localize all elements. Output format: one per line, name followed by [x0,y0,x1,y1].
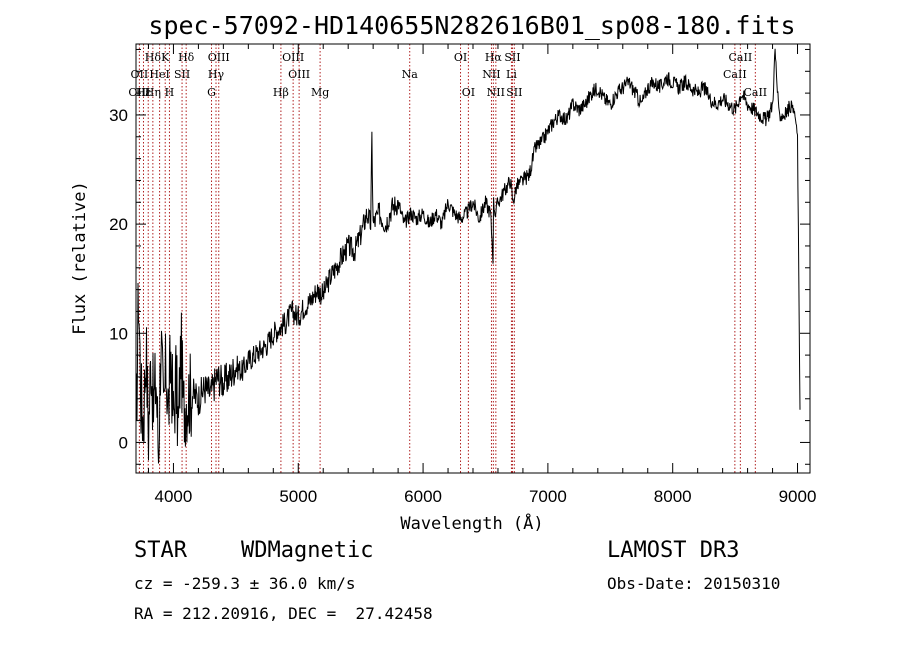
line-label-8: CaII [729,51,753,64]
coordinates: RA = 212.20916, DEC = 27.42458 [134,604,433,623]
line-label-2: Hδ [178,51,195,64]
x-axis-ticks: 4000 5000 6000 7000 8000 9000 [147,44,817,506]
line-label-7: SII [504,51,520,64]
line-label-1: K [161,51,170,64]
line-label-11: SII [174,68,190,81]
line-label-5: OI [454,51,467,64]
line-label-0: Hδ [145,51,162,64]
x-axis-label: Wavelength (Å) [400,512,543,534]
x-tick-label-5: 9000 [779,487,817,506]
line-label-14: Na [402,68,419,81]
line-label-27: SII [506,86,522,99]
line-label-22: G [207,86,216,99]
spectrum-series-line [135,48,801,464]
x-tick-label-0: 4000 [155,487,193,506]
line-label-17: CaII [723,68,747,81]
object-class: STAR [134,538,187,563]
line-label-21: H [165,86,175,99]
survey-name: LAMOST DR3 [607,538,740,563]
y-tick-label-1: 10 [109,324,128,343]
line-label-10: HeI [149,68,169,81]
line-label-3: OIII [208,51,230,64]
x-tick-label-3: 7000 [529,487,567,506]
line-label-19: Hε [136,86,152,99]
redshift-velocity: cz = -259.3 ± 36.0 km/s [134,574,356,593]
line-label-18: OIII [128,86,150,99]
y-axis-ticks: 0 10 20 30 [109,48,810,465]
line-label-12: Hγ [208,68,225,81]
x-tick-label-4: 8000 [654,487,692,506]
line-label-25: OI [462,86,475,99]
line-label-16: Li [506,68,517,81]
line-label-20: Hη [145,86,161,99]
y-tick-label-0: 0 [119,433,128,452]
y-axis-label: Flux (relative) [70,181,90,335]
y-tick-label-3: 30 [109,106,128,125]
line-label-9: OII [131,68,149,81]
y-tick-label-2: 20 [109,215,128,234]
line-label-15: NII [482,68,500,81]
line-label-23: Hβ [273,86,289,99]
line-label-24: Mg [311,86,329,99]
line-label-4: OIII [282,51,304,64]
observation-date: Obs-Date: 20150310 [607,574,781,593]
line-label-13: OIII [288,68,310,81]
x-tick-label-2: 6000 [404,487,442,506]
object-subclass: WDMagnetic [241,538,374,563]
chart-title: spec-57092-HD140655N282616B01_sp08-180.f… [148,11,795,40]
line-label-6: Hα [485,51,503,64]
line-label-26: NII [487,86,505,99]
plot-frame [135,43,811,474]
x-tick-label-1: 5000 [279,487,317,506]
line-markers [138,44,756,473]
line-label-28: CaII [743,86,767,99]
